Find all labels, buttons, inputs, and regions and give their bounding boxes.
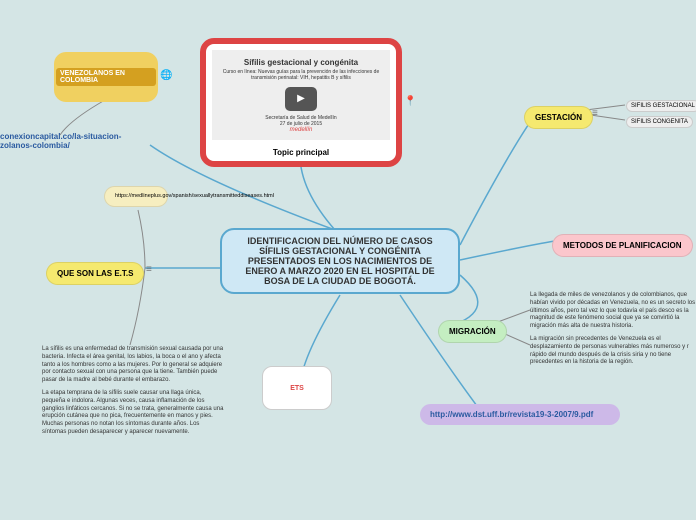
metodos-node[interactable]: METODOS DE PLANIFICACION (552, 234, 693, 257)
pin-icon: 📍 (404, 96, 416, 107)
expand-icon-ets[interactable]: ≡ (146, 264, 152, 275)
venezolanos-caption: VENEZOLANOS EN COLOMBIA (56, 68, 156, 86)
migracion-label: MIGRACIÓN (449, 327, 496, 336)
sifilis-gestacional-label: SIFILIS GESTACIONAL (631, 103, 695, 109)
video-inner: Sífilis gestacional y congénita Curso en… (212, 50, 390, 140)
sifilis-congenita-pill[interactable]: SIFILIS CONGENITA (626, 116, 693, 128)
sifilis-gestacional-pill[interactable]: SIFILIS GESTACIONAL (626, 100, 696, 112)
medline-link-text: https://medlineplus.gov/spanish/sexually… (115, 193, 274, 199)
central-title: IDENTIFICACION DEL NÚMERO DE CASOS SÍFIL… (245, 236, 434, 286)
venezolanos-image: VENEZOLANOS EN COLOMBIA (54, 52, 158, 102)
video-title: Sífilis gestacional y congénita (244, 58, 358, 67)
migracion-text2: La migración sin precedentes de Venezuel… (530, 336, 696, 367)
video-sub1: Curso en línea: Nuevas guías para la pre… (220, 69, 382, 81)
que-son-ets-node[interactable]: QUE SON LAS E.T.S (46, 262, 144, 285)
medline-link-node[interactable]: https://medlineplus.gov/spanish/sexually… (104, 186, 168, 207)
sifilis-paragraph1: La sífilis es una enfermedad de transmis… (42, 346, 224, 385)
que-son-ets-label: QUE SON LAS E.T.S (57, 269, 133, 278)
link-pdf-text: http://www.dst.uff.br/revista19-3-2007/9… (430, 410, 593, 419)
central-topic[interactable]: IDENTIFICACION DEL NÚMERO DE CASOS SÍFIL… (220, 228, 460, 294)
play-icon[interactable]: ▶ (285, 87, 317, 111)
migracion-node[interactable]: MIGRACIÓN (438, 320, 507, 343)
gestacion-label: GESTACIÓN (535, 113, 582, 122)
link-conexion-text: conexioncapital.co/la-situacion-zolanos-… (0, 132, 121, 150)
link-pdf[interactable]: http://www.dst.uff.br/revista19-3-2007/9… (420, 404, 620, 425)
ets-image-label: ETS (290, 385, 304, 392)
expand-icon-gest[interactable]: ≡ (592, 108, 598, 119)
link-conexion[interactable]: conexioncapital.co/la-situacion-zolanos-… (0, 132, 130, 150)
video-topic[interactable]: Sífilis gestacional y congénita Curso en… (200, 38, 402, 167)
gestacion-node[interactable]: GESTACIÓN (524, 106, 593, 129)
video-caption: Topic principal (206, 146, 396, 161)
metodos-label: METODOS DE PLANIFICACION (563, 241, 682, 250)
ets-image: ETS (262, 366, 332, 410)
video-footer: medellín (290, 127, 313, 133)
migracion-text1: La llegada de miles de venezolanos y de … (530, 292, 696, 331)
sifilis-paragraph2: La etapa temprana de la sífilis suele ca… (42, 390, 224, 437)
globe-icon: 🌐 (160, 70, 172, 81)
sifilis-congenita-label: SIFILIS CONGENITA (631, 119, 688, 125)
